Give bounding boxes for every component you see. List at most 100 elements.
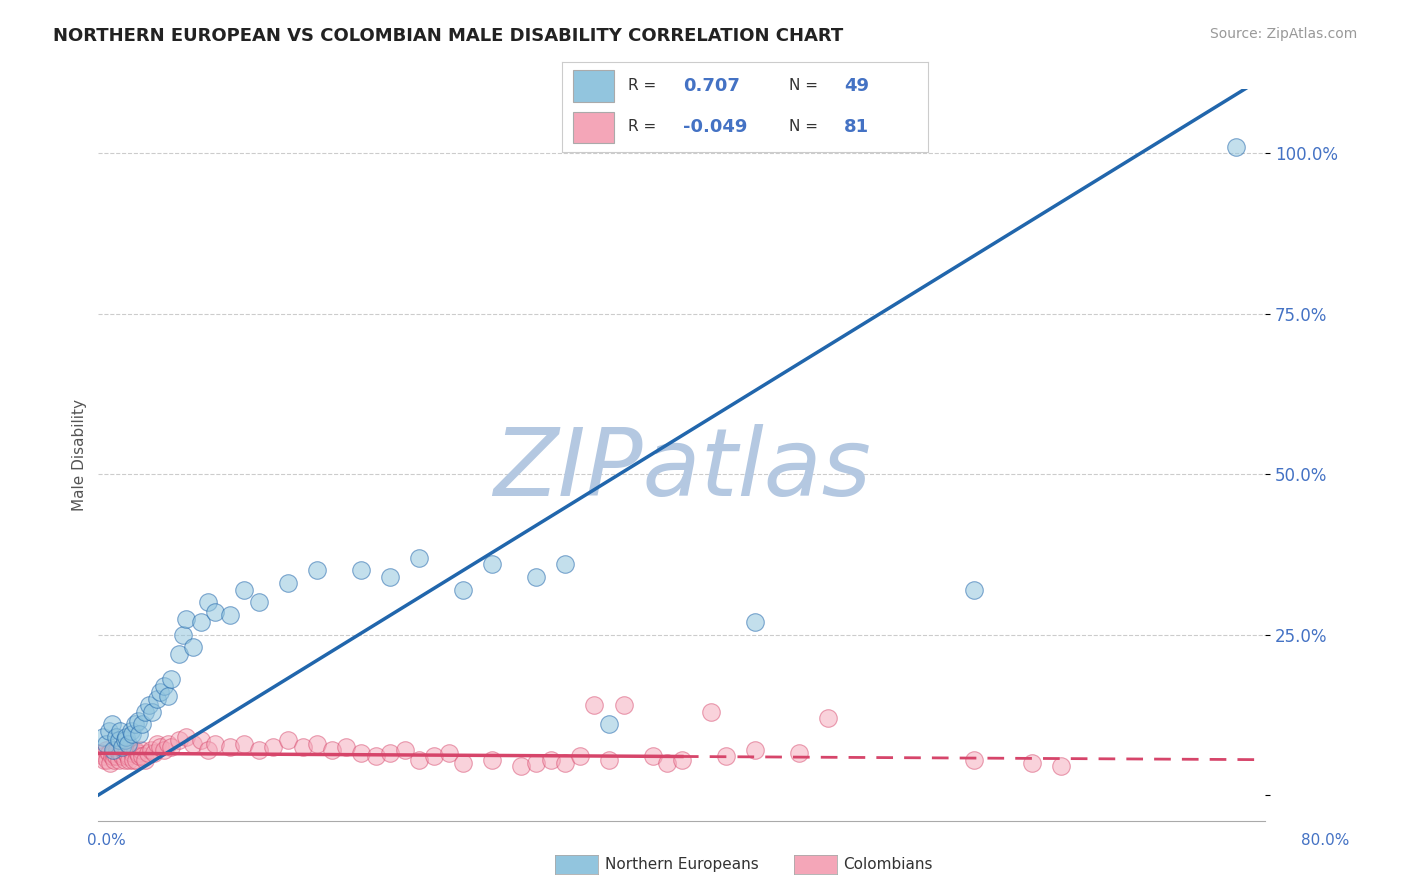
Point <box>110 723 132 738</box>
Point <box>380 746 402 760</box>
Point <box>146 737 169 751</box>
Point <box>554 557 576 571</box>
Point <box>583 698 606 713</box>
Point <box>174 730 197 744</box>
Point <box>114 733 136 747</box>
Point <box>451 756 474 770</box>
Point <box>112 743 135 757</box>
Point <box>510 759 533 773</box>
Point <box>1021 756 1043 770</box>
Point <box>120 723 142 738</box>
Point <box>744 615 766 629</box>
Point <box>97 746 120 760</box>
Point <box>524 570 547 584</box>
Point <box>787 746 810 760</box>
Point <box>96 753 118 767</box>
Point <box>157 689 180 703</box>
Point <box>94 737 117 751</box>
Point <box>277 576 299 591</box>
Point <box>423 749 446 764</box>
Point <box>962 753 984 767</box>
Point <box>277 733 299 747</box>
Point <box>121 746 143 760</box>
Point <box>131 749 153 764</box>
Point <box>641 749 664 764</box>
Point <box>125 753 148 767</box>
Point <box>700 705 723 719</box>
Point <box>554 756 576 770</box>
Point <box>817 711 839 725</box>
Point <box>136 746 159 760</box>
Point <box>110 746 132 760</box>
Text: 49: 49 <box>844 77 869 95</box>
Point <box>598 753 620 767</box>
Point <box>197 595 219 609</box>
Point <box>350 563 373 577</box>
Point <box>90 746 112 760</box>
Point <box>97 723 120 738</box>
Text: ZIPatlas: ZIPatlas <box>494 424 870 515</box>
Text: R =: R = <box>628 78 657 93</box>
FancyBboxPatch shape <box>574 112 613 143</box>
Point <box>744 743 766 757</box>
Point <box>118 753 141 767</box>
Point <box>181 737 204 751</box>
Point <box>204 605 226 619</box>
Point <box>350 746 373 760</box>
Point <box>101 746 124 760</box>
Point <box>127 714 149 729</box>
Point <box>962 582 984 597</box>
Point <box>105 743 128 757</box>
Point <box>142 746 165 760</box>
Point <box>149 739 172 754</box>
Point <box>98 756 121 770</box>
FancyBboxPatch shape <box>574 70 613 102</box>
Point <box>262 739 284 754</box>
Point <box>153 743 176 757</box>
Point <box>131 717 153 731</box>
Point <box>190 733 212 747</box>
Point <box>437 746 460 760</box>
Point <box>380 570 402 584</box>
Point <box>335 739 357 754</box>
Point <box>307 737 329 751</box>
Text: 0.0%: 0.0% <box>87 833 127 847</box>
Point <box>115 730 138 744</box>
Text: Northern Europeans: Northern Europeans <box>605 857 758 871</box>
Point <box>127 746 149 760</box>
Point <box>408 550 430 565</box>
Text: R =: R = <box>628 120 657 134</box>
Point <box>128 749 150 764</box>
Point <box>394 743 416 757</box>
Point <box>247 595 270 609</box>
Point <box>129 743 152 757</box>
Point <box>307 563 329 577</box>
Point <box>93 753 115 767</box>
Point <box>540 753 562 767</box>
Point <box>134 753 156 767</box>
Point <box>481 753 503 767</box>
Point <box>612 698 634 713</box>
Point <box>124 743 146 757</box>
Point <box>321 743 343 757</box>
Point <box>671 753 693 767</box>
Point <box>146 691 169 706</box>
Point <box>598 717 620 731</box>
Point <box>91 730 114 744</box>
Point <box>247 743 270 757</box>
Point <box>91 749 114 764</box>
Point <box>167 733 190 747</box>
Point <box>104 730 127 744</box>
Point <box>134 705 156 719</box>
Point <box>157 737 180 751</box>
Point <box>233 737 256 751</box>
Point <box>172 627 194 641</box>
Point <box>204 737 226 751</box>
Point <box>103 753 125 767</box>
Point <box>104 749 127 764</box>
Point <box>408 753 430 767</box>
Y-axis label: Male Disability: Male Disability <box>72 399 87 511</box>
Point <box>218 608 240 623</box>
Point <box>190 615 212 629</box>
Point <box>94 743 117 757</box>
